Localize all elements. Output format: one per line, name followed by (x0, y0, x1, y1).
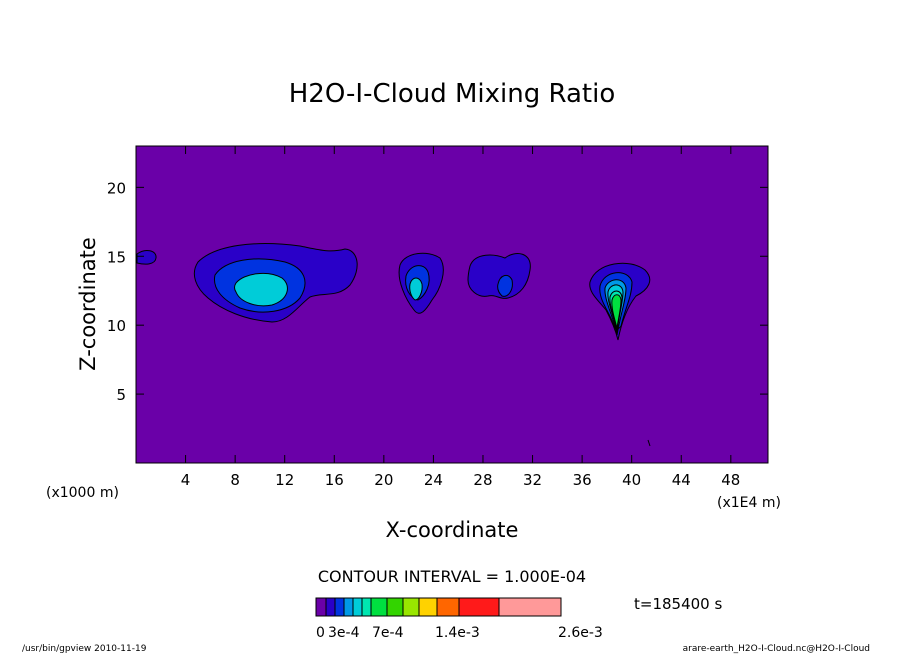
x-tick-label: 36 (573, 471, 592, 489)
time-label: t=185400 s (634, 595, 722, 613)
colorbar-swatch (361, 597, 372, 617)
cloud-cell-4 (589, 262, 651, 341)
colorbar-swatch (386, 597, 404, 617)
colorbar-swatch (458, 597, 500, 617)
y-axis-label: Z-coordinate (76, 237, 100, 371)
x-tick-label: 16 (325, 471, 344, 489)
colorbar-swatch (418, 597, 438, 617)
x-tick-label: 44 (672, 471, 691, 489)
x-tick-label: 8 (230, 471, 240, 489)
y-axis: 5 10 15 20 (107, 179, 768, 404)
x-tick-label: 20 (374, 471, 393, 489)
cloud-cell-edge (136, 250, 157, 265)
y-unit-label: (x1000 m) (46, 485, 119, 501)
colorbar-label: 3e-4 (328, 625, 360, 641)
chart-title: H2O-I-Cloud Mixing Ratio (289, 79, 616, 109)
colorbar (315, 597, 562, 617)
contour-interval-label: CONTOUR INTERVAL = 1.000E-04 (318, 567, 586, 586)
colorbar-swatch (315, 597, 327, 617)
y-tick-label: 20 (107, 179, 126, 197)
colorbar-swatch (370, 597, 388, 617)
colorbar-swatch (402, 597, 420, 617)
footer-left: /usr/bin/gpview 2010-11-19 (22, 644, 147, 654)
cloud-cell-2 (398, 252, 444, 314)
x-axis: 4 8 12 16 20 24 28 32 36 40 44 48 (181, 146, 740, 489)
footer-right: arare-earth_H2O-I-Cloud.nc@H2O-I-Cloud (683, 644, 870, 654)
x-tick-label: 48 (721, 471, 740, 489)
colorbar-label: 0 (316, 625, 325, 641)
x-tick-label: 4 (181, 471, 191, 489)
x-tick-label: 24 (424, 471, 443, 489)
x-tick-label: 32 (523, 471, 542, 489)
cloud-cell-3 (467, 253, 531, 299)
plot-area (135, 145, 769, 464)
colorbar-swatch (325, 597, 336, 617)
colorbar-swatch (436, 597, 460, 617)
colorbar-swatch (343, 597, 354, 617)
colorbar-swatch (352, 597, 363, 617)
colorbar-label: 1.4e-3 (435, 625, 480, 641)
x-axis-label: X-coordinate (386, 518, 519, 542)
x-tick-label: 28 (473, 471, 492, 489)
colorbar-label: 2.6e-3 (558, 625, 603, 641)
contour-speck (647, 439, 651, 447)
x-unit-label: (x1E4 m) (717, 495, 781, 511)
x-tick-label: 40 (622, 471, 641, 489)
y-tick-label: 5 (116, 386, 126, 404)
colorbar-swatch (498, 597, 562, 617)
cloud-cell-1 (193, 243, 358, 323)
plot-frame (135, 145, 769, 464)
colorbar-labels: 0 3e-4 7e-4 1.4e-3 2.6e-3 (316, 625, 603, 641)
colorbar-swatch (334, 597, 345, 617)
colorbar-label: 7e-4 (372, 625, 404, 641)
y-tick-label: 15 (107, 248, 126, 266)
y-tick-label: 10 (107, 317, 126, 335)
x-tick-label: 12 (275, 471, 294, 489)
